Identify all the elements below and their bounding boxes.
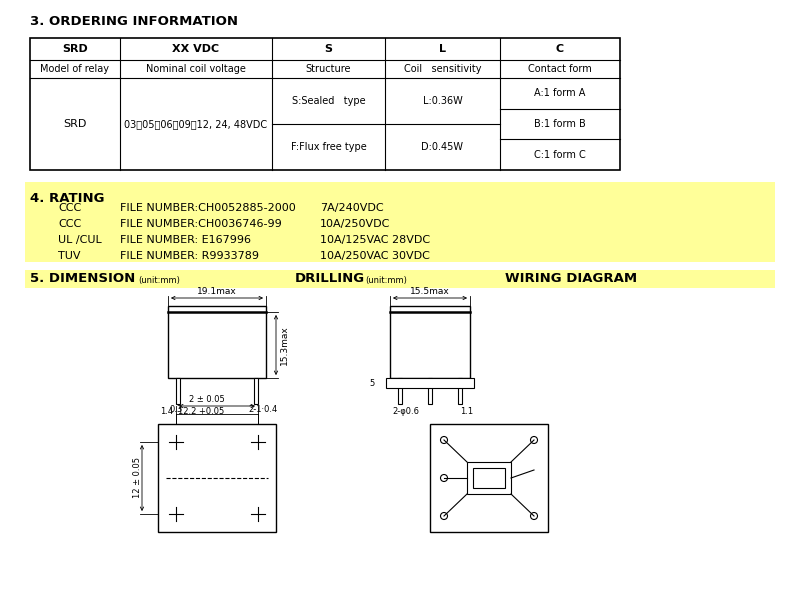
Text: 12 ± 0.05: 12 ± 0.05 [134,457,142,499]
Text: Model of relay: Model of relay [41,64,110,74]
Text: S: S [325,44,333,54]
Bar [25,270,775,288]
Text: 10A/250VDC: 10A/250VDC [320,219,390,229]
Text: C:1 form C: C:1 form C [534,149,586,160]
Text: C: C [556,44,564,54]
Text: SRD: SRD [62,44,88,54]
Text: 10A/250VAC 30VDC: 10A/250VAC 30VDC [320,251,430,261]
Bar [430,424,548,532]
Text: 10A/125VAC 28VDC: 10A/125VAC 28VDC [320,235,430,245]
Text: 12.2 +0.05: 12.2 +0.05 [178,407,224,415]
Text: D:0.45W: D:0.45W [422,142,463,152]
Text: DRILLING: DRILLING [295,272,365,286]
Text: CCC: CCC [58,219,82,229]
Text: S:Sealed   type: S:Sealed type [292,96,366,106]
Text: F:Flux free type: F:Flux free type [290,142,366,152]
Text: FILE NUMBER:CH0036746-99: FILE NUMBER:CH0036746-99 [120,219,282,229]
Bar [398,378,402,404]
Text: 1.1: 1.1 [460,407,473,415]
Text: CCC: CCC [58,203,82,213]
Bar [458,378,462,404]
Text: 15.5max: 15.5max [410,286,450,295]
Text: 19.1max: 19.1max [197,286,237,295]
Bar [30,38,620,170]
Text: 2 ± 0.05: 2 ± 0.05 [189,395,225,404]
Text: 3. ORDERING INFORMATION: 3. ORDERING INFORMATION [30,15,238,28]
Bar [473,468,505,488]
Bar [467,462,511,494]
Text: 03、05、06、09、12, 24, 48VDC: 03、05、06、09、12, 24, 48VDC [125,119,267,129]
Bar [428,378,432,404]
Text: FILE NUMBER: R9933789: FILE NUMBER: R9933789 [120,251,259,261]
Text: Contact form: Contact form [528,64,592,74]
Text: Structure: Structure [306,64,351,74]
Text: TUV: TUV [58,251,81,261]
Text: Nominal coil voltage: Nominal coil voltage [146,64,246,74]
Bar [158,424,276,532]
Text: FILE NUMBER: E167996: FILE NUMBER: E167996 [120,235,251,245]
Bar [176,378,180,404]
Text: 15.3max: 15.3max [280,325,289,365]
Text: 2-φ0.6: 2-φ0.6 [392,407,419,415]
Text: 2-1·0.4: 2-1·0.4 [248,406,278,415]
Text: B:1 form B: B:1 form B [534,119,586,129]
Text: 0.3: 0.3 [170,406,183,415]
Bar [168,306,266,378]
Text: 4. RATING: 4. RATING [30,192,105,205]
Text: A:1 form A: A:1 form A [534,88,586,98]
Bar [390,306,470,378]
Text: FILE NUMBER:CH0052885-2000: FILE NUMBER:CH0052885-2000 [120,203,296,213]
Text: L: L [439,44,446,54]
Text: Coil   sensitivity: Coil sensitivity [404,64,482,74]
Text: WIRING DIAGRAM: WIRING DIAGRAM [505,272,637,286]
Text: UL /CUL: UL /CUL [58,235,102,245]
Text: 5: 5 [370,379,374,388]
Text: L:0.36W: L:0.36W [422,96,462,106]
Text: 1.4: 1.4 [160,407,173,416]
Bar [386,378,474,388]
Text: 5. DIMENSION: 5. DIMENSION [30,272,135,286]
Text: 7A/240VDC: 7A/240VDC [320,203,384,213]
Bar [254,378,258,404]
Text: SRD: SRD [63,119,86,129]
Text: (unit:mm): (unit:mm) [138,275,180,284]
Text: XX VDC: XX VDC [173,44,219,54]
Bar [25,182,775,262]
Text: (unit:mm): (unit:mm) [365,275,407,284]
